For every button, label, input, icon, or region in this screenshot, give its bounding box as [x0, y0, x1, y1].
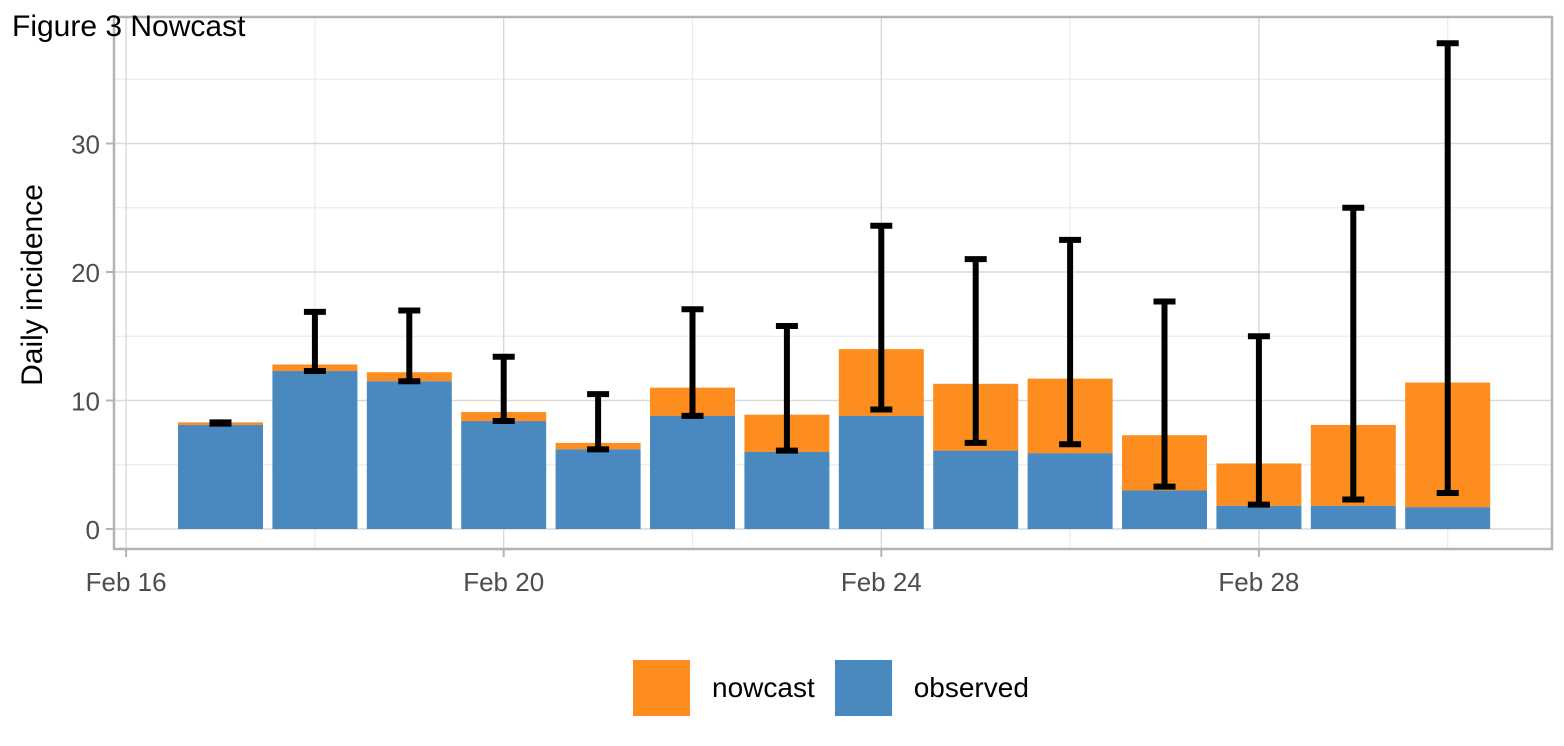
bar-observed — [461, 421, 547, 529]
bar-observed — [650, 415, 735, 529]
error-bar — [1342, 204, 1365, 503]
error-bar — [1059, 236, 1082, 448]
error-bar — [492, 353, 515, 425]
error-bar — [398, 307, 421, 385]
x-tick-label: Feb 16 — [86, 567, 167, 597]
legend: nowcast observed — [633, 660, 1049, 716]
chart-title: Figure 3 Nowcast — [12, 10, 246, 43]
x-ticks-group: Feb 16 Feb 20 Feb 24 Feb 28 — [86, 549, 1299, 597]
bar-observed — [933, 450, 1019, 529]
error-bar — [1436, 40, 1459, 497]
y-tick-label: 30 — [71, 130, 100, 160]
bar-observed — [1310, 505, 1396, 529]
error-bar — [209, 419, 232, 427]
errorbars-group — [209, 40, 1459, 508]
bar-observed — [744, 451, 830, 529]
legend-item-nowcast: nowcast — [633, 660, 815, 716]
bar-observed — [838, 415, 924, 529]
legend-swatch-observed — [834, 660, 892, 716]
y-tick-label: 0 — [86, 515, 100, 545]
error-bar — [303, 308, 326, 374]
legend-item-observed: observed — [834, 660, 1029, 716]
y-ticks-group: 0 10 20 30 — [71, 130, 114, 545]
x-tick-label: Feb 20 — [463, 567, 544, 597]
bar-observed — [1027, 453, 1113, 529]
bar-observed — [366, 381, 452, 529]
bar-observed — [1122, 490, 1207, 529]
y-tick-label: 10 — [71, 387, 100, 417]
bar-observed — [272, 370, 358, 529]
error-bar — [964, 256, 987, 446]
bars-group — [178, 349, 1491, 529]
error-bar — [1153, 298, 1176, 490]
bar-observed — [178, 424, 263, 529]
x-tick-label: Feb 28 — [1218, 567, 1299, 597]
bar-observed — [1405, 507, 1491, 529]
y-tick-label: 20 — [71, 258, 100, 288]
legend-swatch-nowcast — [633, 660, 690, 716]
panel-border — [112, 15, 1554, 551]
y-axis-label: Daily incidence — [16, 184, 49, 386]
bar-observed — [1216, 505, 1302, 529]
error-bar — [587, 391, 610, 453]
bar-observed — [555, 449, 641, 529]
legend-label-nowcast: nowcast — [712, 672, 815, 703]
x-tick-label: Feb 24 — [841, 567, 922, 597]
error-bar — [1247, 333, 1270, 508]
legend-label-observed: observed — [913, 672, 1029, 703]
error-bar — [775, 322, 798, 454]
error-bar — [681, 306, 704, 419]
error-bar — [870, 222, 893, 413]
